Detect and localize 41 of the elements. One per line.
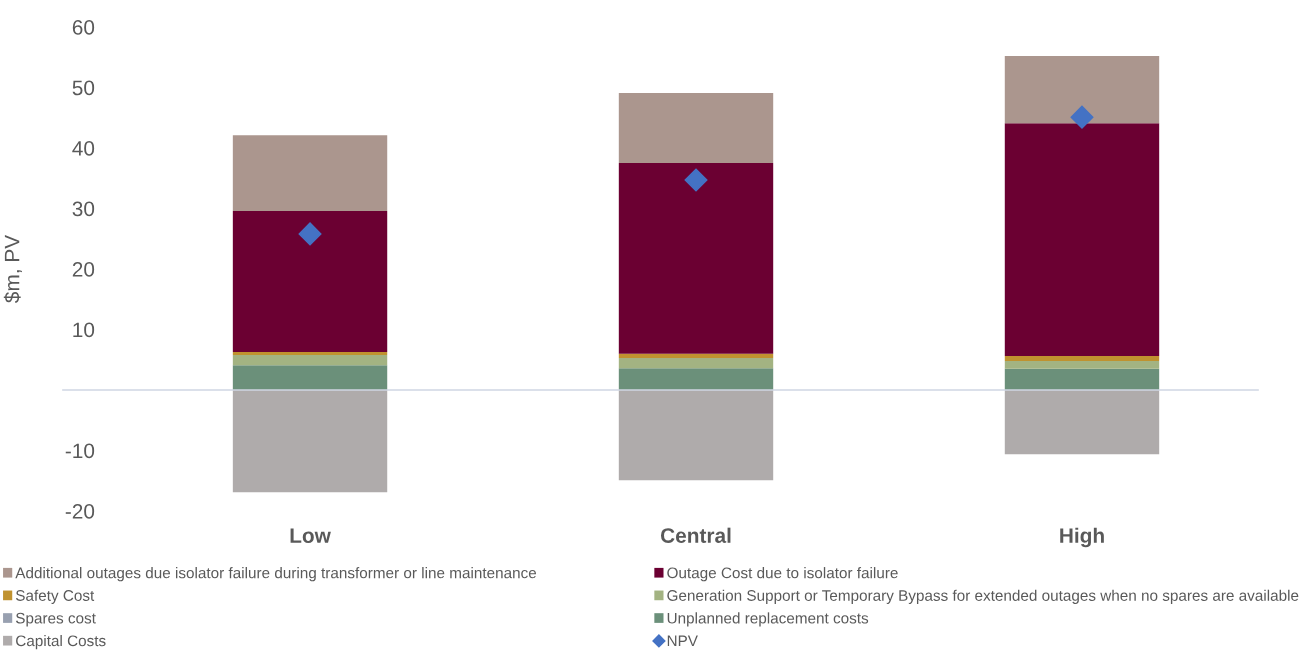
- legend-label: Safety Cost: [15, 589, 95, 604]
- legend-label: Unplanned replacement costs: [667, 612, 869, 627]
- point: [684, 168, 708, 192]
- bar: [232, 135, 388, 211]
- bar: [232, 354, 388, 366]
- bar: [1004, 123, 1160, 357]
- bar: [1004, 356, 1160, 361]
- y-tick-label: 60: [72, 20, 95, 35]
- bar: [618, 92, 774, 164]
- legend-label: Additional outages due isolator failure during transformer or line maintenance: [15, 567, 537, 582]
- legend-label: Outage Cost due to isolator failure: [667, 567, 898, 582]
- bar: [618, 368, 774, 390]
- legend-label: NPV: [667, 635, 698, 647]
- bar: [1004, 56, 1160, 124]
- legend-label: Spares cost: [15, 612, 96, 627]
- point: [298, 222, 322, 246]
- bar: [232, 210, 388, 352]
- y-tick-label: 10: [73, 322, 95, 338]
- bar: [232, 390, 388, 493]
- bar: [618, 357, 774, 369]
- point: [1070, 105, 1094, 129]
- bar: [618, 353, 774, 358]
- x-tick-label: Low: [290, 528, 331, 543]
- y-tick-label: 20: [72, 262, 95, 277]
- x-tick-label: High: [1060, 527, 1104, 548]
- y-tick-label: 40: [72, 141, 95, 156]
- x-tick-label: Central: [660, 527, 731, 543]
- bar: [1004, 360, 1160, 369]
- y-tick-label: 50: [72, 80, 95, 96]
- y-axis-title: $m, PV: [3, 234, 22, 303]
- y-tick-label: -20: [65, 504, 95, 519]
- bar: [618, 163, 774, 354]
- legend-label: Capital Costs: [16, 634, 106, 650]
- bar: [1004, 390, 1160, 455]
- bar: [1004, 368, 1160, 390]
- y-tick-label: 30: [72, 201, 95, 217]
- bar: [618, 390, 774, 481]
- bar: [232, 365, 388, 390]
- y-tick-label: -10: [65, 443, 95, 459]
- bar: [232, 351, 388, 355]
- legend-label: Generation Support or Temporary Bypass for extended outages when no spares are available: [667, 589, 1299, 604]
